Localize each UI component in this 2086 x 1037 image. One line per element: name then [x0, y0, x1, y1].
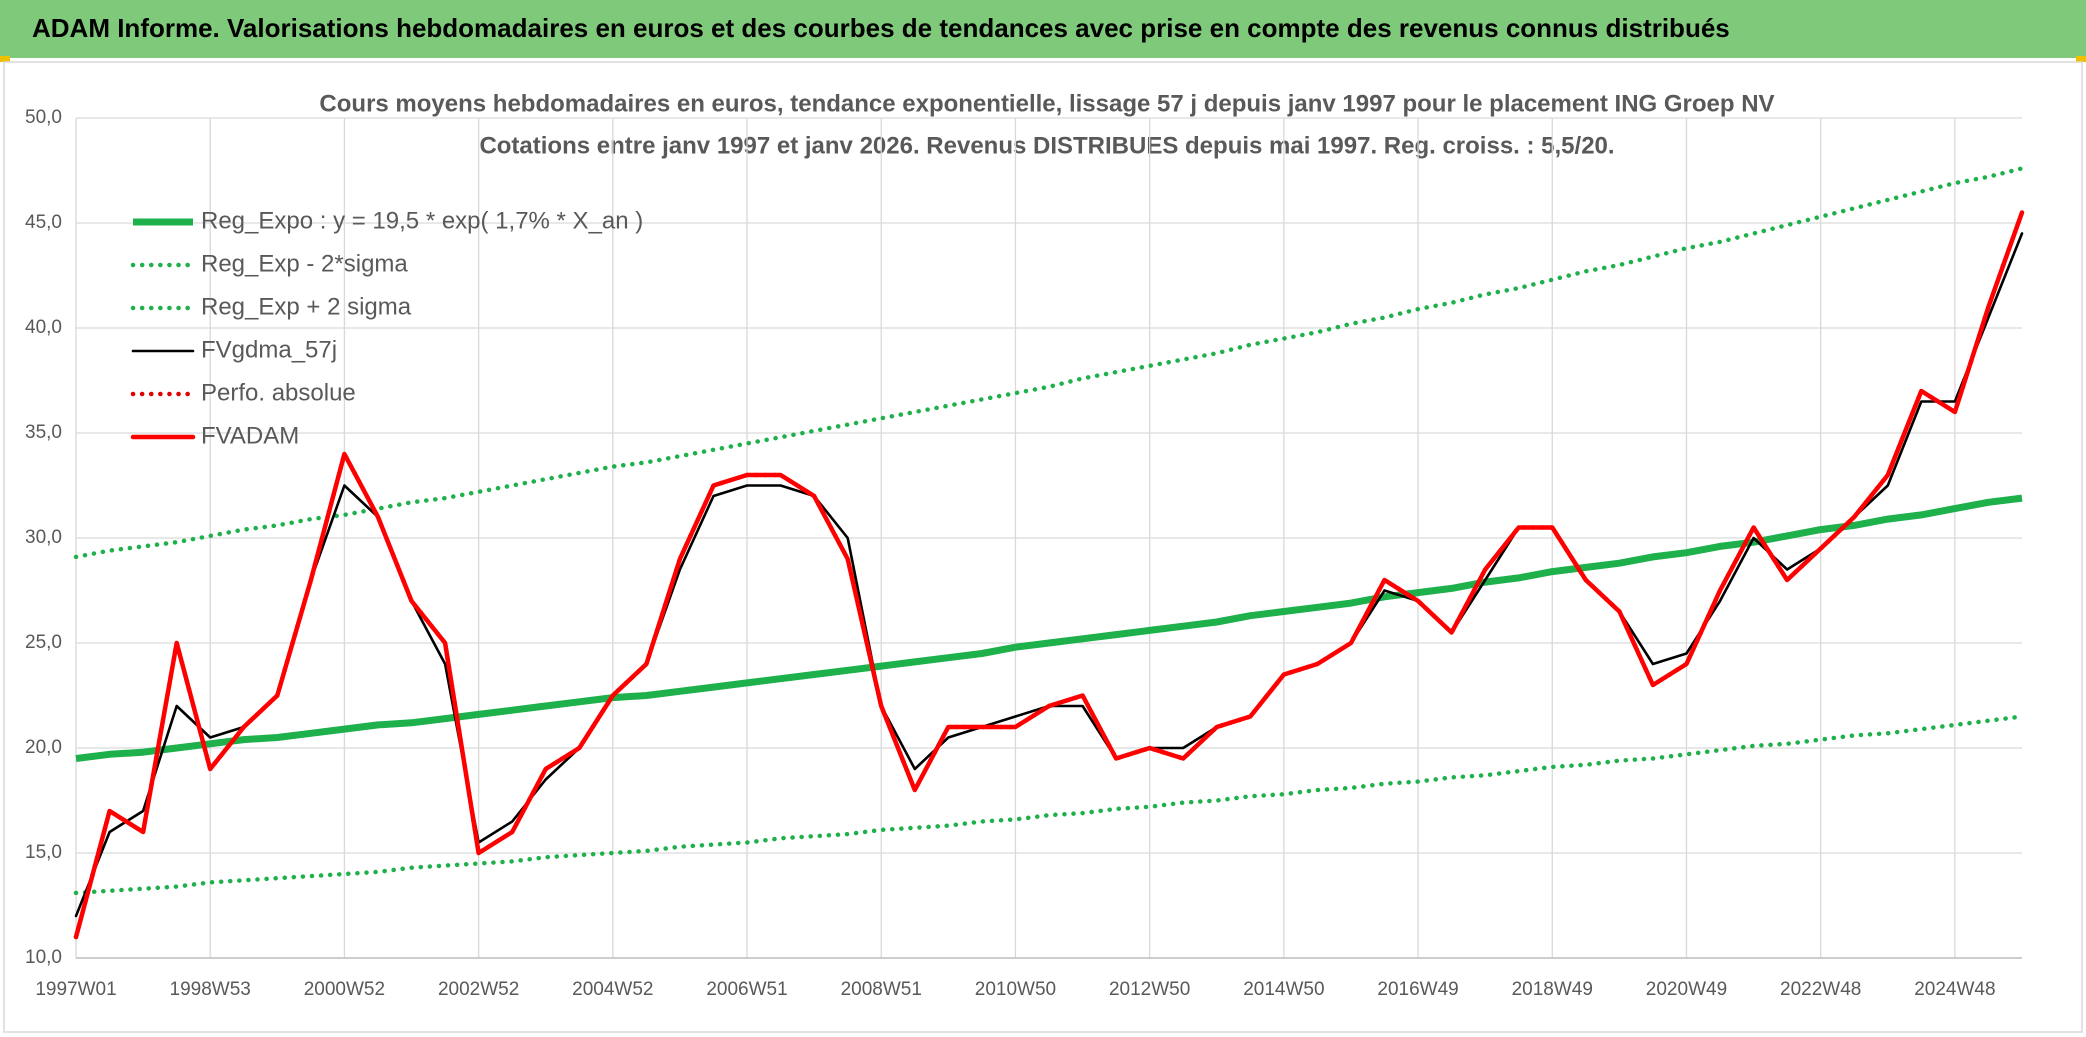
y-tick-label: 35,0: [25, 422, 62, 443]
x-tick-label: 2024W48: [1914, 979, 1995, 1000]
x-tick-label: 2004W52: [572, 979, 653, 1000]
x-tick-label: 2014W50: [1243, 979, 1324, 1000]
x-tick-label: 2006W51: [706, 979, 787, 1000]
y-tick-label: 25,0: [25, 632, 62, 653]
x-tick-label: 2000W52: [304, 979, 385, 1000]
page-title: ADAM Informe. Valorisations hebdomadaire…: [32, 13, 1730, 43]
y-tick-label: 45,0: [25, 212, 62, 233]
y-tick-label: 10,0: [25, 947, 62, 968]
series-line: [75, 494, 2023, 762]
chart-subtitle: Cotations entre janv 1997 et janv 2026. …: [479, 132, 1614, 159]
legend-label: FVgdma_57j: [201, 336, 337, 363]
header-bar: [0, 0, 2086, 58]
corner-mark: [2076, 56, 2086, 62]
corner-mark: [0, 56, 10, 62]
legend-label: Reg_Expo : y = 19,5 * exp( 1,7% * X_an ): [201, 207, 643, 234]
series-line: [73, 166, 2025, 560]
y-tick-label: 30,0: [25, 527, 62, 548]
x-tick-label: 2018W49: [1512, 979, 1593, 1000]
x-tick-label: 2016W49: [1377, 979, 1458, 1000]
legend-label: Reg_Exp - 2*sigma: [201, 250, 408, 277]
y-tick-label: 40,0: [25, 317, 62, 338]
x-tick-label: 2008W51: [841, 979, 922, 1000]
y-tick-label: 50,0: [25, 107, 62, 128]
legend-label: FVADAM: [201, 422, 299, 449]
series-line: [73, 210, 2025, 940]
chart-title: Cours moyens hebdomadaires en euros, ten…: [319, 90, 1774, 117]
legend-label: Reg_Exp + 2 sigma: [201, 293, 412, 320]
x-tick-label: 2022W48: [1780, 979, 1861, 1000]
y-tick-label: 20,0: [25, 737, 62, 758]
x-tick-label: 2002W52: [438, 979, 519, 1000]
x-tick-label: 2020W49: [1646, 979, 1727, 1000]
x-tick-label: 2012W50: [1109, 979, 1190, 1000]
legend-label: Perfo. absolue: [201, 379, 356, 406]
x-tick-label: 1997W01: [35, 979, 116, 1000]
series-line: [73, 714, 2025, 896]
y-tick-label: 15,0: [25, 842, 62, 863]
x-tick-label: 2010W50: [975, 979, 1056, 1000]
x-tick-label: 1998W53: [170, 979, 251, 1000]
